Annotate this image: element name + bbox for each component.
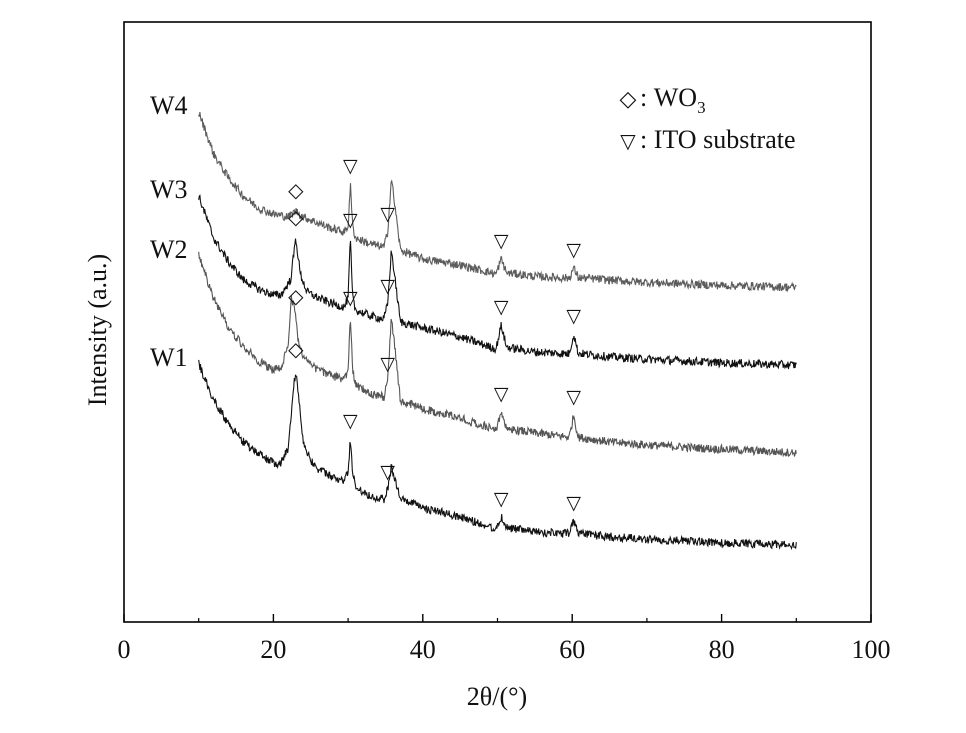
- x-tick-label: 100: [852, 635, 891, 664]
- triangle-down-icon: ▽: [566, 387, 581, 408]
- triangle-down-icon: ▽: [494, 297, 509, 318]
- series-label-w3: W3: [150, 175, 188, 204]
- x-tick-label: 60: [559, 635, 585, 664]
- series-label-layer: W1 W2 W3 W4: [150, 91, 188, 372]
- triangle-down-icon: ▽: [380, 204, 395, 225]
- legend: ◇ : WO3 ▽ : ITO substrate: [620, 83, 796, 154]
- x-tick-label: 80: [709, 635, 735, 664]
- legend-label-ito: : ITO substrate: [640, 125, 796, 154]
- series-line-w4: [198, 112, 797, 293]
- triangle-down-icon: ▽: [343, 210, 358, 231]
- triangle-down-icon: ▽: [620, 131, 636, 153]
- series-line-w2: [198, 251, 797, 458]
- triangle-down-icon: ▽: [380, 354, 395, 375]
- diamond-icon: ◇: [288, 207, 304, 229]
- x-tick-label: 0: [118, 635, 131, 664]
- x-tick-label: 40: [410, 635, 436, 664]
- x-axis-label: 2θ/(°): [467, 682, 527, 711]
- legend-item-wo3: ◇ : WO3: [620, 83, 706, 117]
- triangle-down-icon: ▽: [494, 231, 509, 252]
- triangle-down-icon: ▽: [343, 288, 358, 309]
- triangle-down-icon: ▽: [566, 306, 581, 327]
- diamond-icon: ◇: [620, 86, 637, 111]
- series-layer: [198, 112, 797, 551]
- plot-frame: [123, 21, 872, 623]
- diamond-icon: ◇: [288, 286, 304, 308]
- triangle-down-icon: ▽: [343, 156, 358, 177]
- triangle-down-icon: ▽: [566, 240, 581, 261]
- legend-item-ito: ▽ : ITO substrate: [620, 125, 795, 154]
- triangle-down-icon: ▽: [380, 276, 395, 297]
- x-tick-label: 20: [260, 635, 286, 664]
- series-line-w3: [198, 194, 797, 370]
- series-label-w4: W4: [150, 91, 188, 120]
- peak-marker-layer: ◇ ▽ ▽ ▽ ▽ ◇ ▽ ▽ ▽ ▽ ◇ ▽ ▽ ▽ ▽ ◇ ▽ ▽ ▽ ▽: [288, 156, 581, 514]
- triangle-down-icon: ▽: [343, 411, 358, 432]
- triangle-down-icon: ▽: [380, 462, 395, 483]
- legend-label-wo3: : WO3: [640, 83, 706, 117]
- triangle-down-icon: ▽: [494, 384, 509, 405]
- y-axis-label: Intensity (a.u.): [83, 254, 112, 406]
- diamond-icon: ◇: [288, 180, 304, 202]
- diamond-icon: ◇: [288, 339, 304, 361]
- series-label-w1: W1: [150, 343, 188, 372]
- x-axis: 0 20 40 60 80 100: [118, 614, 891, 664]
- series-label-w2: W2: [150, 235, 188, 264]
- triangle-down-icon: ▽: [566, 493, 581, 514]
- series-line-w1: [198, 359, 797, 551]
- triangle-down-icon: ▽: [494, 489, 509, 510]
